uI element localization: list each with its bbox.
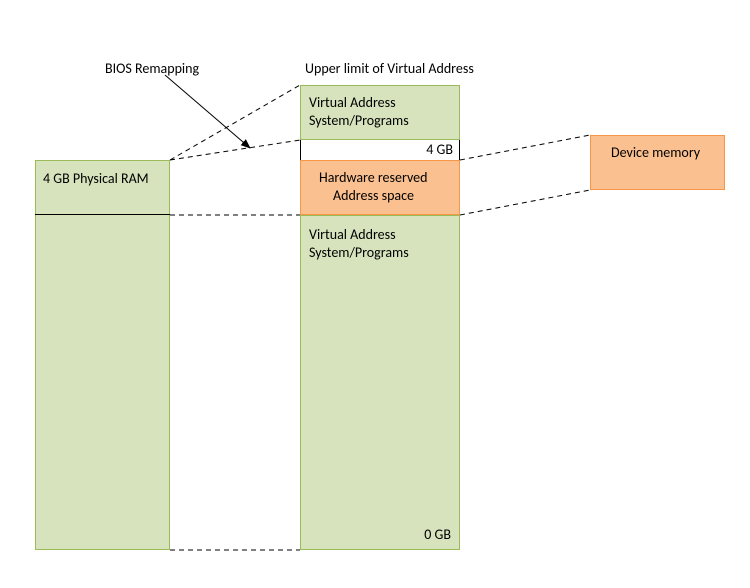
physical-ram-label: 4 GB Physical RAM [43, 170, 149, 187]
device-memory-label: Device memory [611, 144, 700, 161]
four-gb-label: 4 GB [426, 141, 453, 158]
bios-remapping-label: BIOS Remapping [105, 60, 199, 77]
physical-ram-box [35, 160, 170, 550]
virtual-address-bottom-box: Virtual Address System/Programs 0 GB [300, 215, 460, 550]
device-memory-box: Device memory [590, 135, 725, 190]
hardware-line2: Address space [333, 187, 414, 204]
zero-gb-label: 0 GB [424, 526, 451, 543]
hardware-reserved-box: Hardware reserved Address space [300, 160, 460, 215]
virtual-bottom-line1: Virtual Address [309, 226, 396, 243]
virtual-top-line1: Virtual Address [309, 94, 396, 111]
virtual-top-line2: System/Programs [309, 112, 409, 129]
physical-ram-header: 4 GB Physical RAM [35, 160, 170, 215]
upper-limit-label: Upper limit of Virtual Address [305, 60, 474, 77]
hardware-line1: Hardware reserved [319, 169, 427, 186]
virtual-gap-box: 4 GB [300, 140, 460, 160]
virtual-bottom-line2: System/Programs [309, 244, 409, 261]
virtual-address-top-box: Virtual Address System/Programs [300, 85, 460, 140]
